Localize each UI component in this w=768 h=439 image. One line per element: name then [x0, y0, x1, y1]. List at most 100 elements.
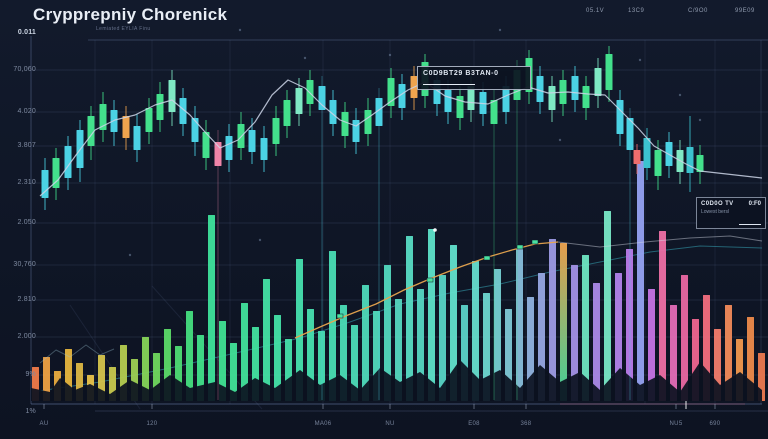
- candle-body: [202, 132, 210, 158]
- candle-body: [41, 170, 49, 198]
- candle-body: [375, 98, 383, 126]
- candle-body: [306, 80, 314, 104]
- y-axis-label: 9%: [25, 371, 36, 378]
- volume-bar: [725, 305, 732, 401]
- volume-bar: [263, 279, 270, 401]
- candle-body: [467, 86, 475, 110]
- candle-body: [64, 146, 72, 178]
- volume-bar: [571, 265, 578, 401]
- candle-body: [225, 136, 233, 160]
- x-axis-label: E08: [468, 421, 480, 427]
- candle-body: [626, 118, 634, 150]
- header-stat-value: 05.1V: [586, 8, 605, 14]
- candle-body: [582, 86, 590, 108]
- y-axis-label: 2.050: [17, 219, 36, 226]
- volume-bar: [208, 215, 215, 401]
- candle-body: [99, 104, 107, 130]
- candle-body: [643, 138, 651, 168]
- candle-body: [571, 76, 579, 100]
- y-axis-label: 3.807: [17, 142, 36, 149]
- candle-body: [295, 88, 303, 114]
- signal-marker: [531, 239, 539, 245]
- y-axis-label: 0.011: [17, 29, 36, 36]
- callout-underline: [739, 224, 761, 225]
- background-dot: [388, 53, 392, 57]
- candle-body: [548, 86, 556, 110]
- volume-bar: [659, 231, 666, 401]
- volume-bar: [648, 289, 655, 401]
- volume-bar: [186, 311, 193, 401]
- header-stat-value: C/9O0: [688, 8, 708, 14]
- candle-body: [179, 98, 187, 124]
- volume-bar: [670, 305, 677, 401]
- candle-body: [168, 80, 176, 112]
- background-dot: [678, 93, 682, 97]
- volume-bar: [43, 357, 50, 401]
- y-axis-label: 2.810: [17, 296, 36, 303]
- y-axis-label: 1%: [25, 408, 36, 415]
- highlight-dot: [433, 228, 437, 232]
- signal-marker: [426, 277, 434, 283]
- volume-bar: [472, 261, 479, 401]
- candle-body: [398, 84, 406, 108]
- candle-body: [145, 108, 153, 132]
- x-axis-label: NU: [385, 421, 395, 427]
- annotation-callout-text: C0D9BT29 B3TAN-0: [423, 70, 499, 77]
- volume-bar: [637, 161, 644, 401]
- candle-body: [444, 90, 452, 112]
- y-axis-label: 4.020: [17, 108, 36, 115]
- volume-bar: [362, 285, 369, 401]
- background-dot: [303, 56, 307, 60]
- signal-marker: [336, 313, 344, 319]
- x-axis-label: 368: [520, 421, 532, 427]
- signal-line-pale: [557, 235, 763, 248]
- candle-body: [283, 100, 291, 126]
- volume-bar: [219, 321, 226, 401]
- candle-body: [502, 86, 510, 112]
- candle-body: [341, 112, 349, 136]
- zigzag-overlay: [39, 344, 115, 364]
- volume-bar: [483, 293, 490, 401]
- candle-body: [490, 100, 498, 124]
- background-dot: [558, 138, 562, 142]
- volume-bar: [593, 283, 600, 401]
- volume-bar: [626, 249, 633, 401]
- callout-label: C0D0O TV: [701, 201, 734, 207]
- volume-bar: [516, 249, 523, 401]
- volume-bar: [549, 239, 556, 401]
- annotation-callout: C0D9BT29 B3TAN-0: [417, 66, 531, 90]
- volume-bar: [197, 335, 204, 401]
- signal-marker: [483, 255, 491, 261]
- x-axis-label: AU: [39, 421, 49, 427]
- background-dot: [498, 28, 502, 32]
- candle-body: [686, 147, 694, 173]
- y-axis-label: 2.000: [17, 333, 36, 340]
- candle-body: [133, 126, 141, 150]
- x-axis-label: NU5: [669, 421, 683, 427]
- background-dot: [128, 253, 132, 257]
- candle-body: [696, 155, 704, 172]
- header-stats: 05.1V 13C9 C/9O0 99E09: [0, 0, 768, 20]
- volume-bar: [604, 211, 611, 401]
- volume-bar: [681, 275, 688, 401]
- background-dot: [238, 28, 242, 32]
- x-axis-label: MA06: [314, 421, 332, 427]
- candle-body: [260, 138, 268, 160]
- volume-bar: [296, 259, 303, 401]
- x-axis-label: 120: [146, 421, 158, 427]
- annotation-underline: [423, 84, 475, 85]
- volume-bar: [406, 236, 413, 401]
- candle-body: [387, 78, 395, 106]
- volume-bar: [329, 251, 336, 401]
- candle-body: [654, 150, 662, 176]
- candle-body: [633, 150, 641, 164]
- candle-body: [364, 110, 372, 134]
- candle-body: [616, 100, 624, 134]
- candle-body: [122, 116, 130, 138]
- signal-marker: [516, 244, 524, 250]
- header-stat-value: 99E09: [735, 8, 755, 14]
- volume-bar: [241, 303, 248, 401]
- candle-body: [272, 118, 280, 144]
- y-axis-label: 2.310: [17, 179, 36, 186]
- candle-body: [594, 68, 602, 96]
